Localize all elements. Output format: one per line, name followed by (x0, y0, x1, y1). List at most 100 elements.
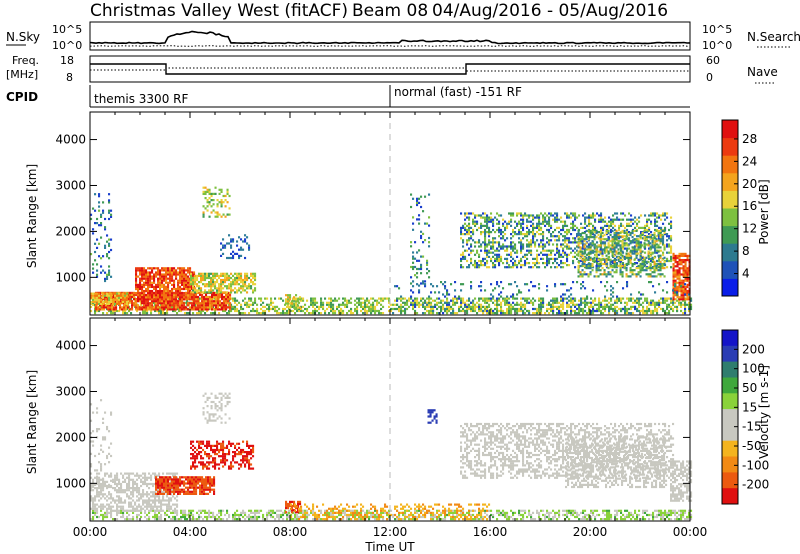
range-cell (577, 238, 580, 241)
range-cell (289, 306, 292, 309)
range-cell (520, 301, 523, 304)
range-cell (625, 244, 628, 247)
range-cell (624, 247, 627, 250)
range-cell (185, 296, 188, 299)
range-cell (173, 285, 176, 288)
range-cell (105, 298, 108, 301)
range-cell (122, 309, 125, 313)
range-cell (159, 290, 162, 293)
range-cell (210, 211, 213, 214)
range-cell (460, 283, 463, 286)
range-cell (225, 308, 228, 311)
range-cell (90, 294, 93, 297)
range-cell (141, 273, 144, 276)
range-cell (582, 214, 585, 217)
range-cell (482, 297, 485, 300)
range-cell (684, 263, 687, 266)
range-cell (460, 299, 463, 302)
range-cell (641, 256, 644, 259)
range-cell (666, 239, 669, 242)
range-cell (402, 301, 405, 304)
range-cell (418, 303, 421, 306)
range-cell (103, 304, 106, 307)
range-cell (157, 269, 160, 272)
range-cell (526, 299, 529, 302)
range-cell (167, 281, 170, 284)
range-cell (320, 297, 323, 300)
range-cell (566, 312, 569, 315)
range-cell (224, 215, 227, 218)
range-cell (633, 229, 636, 232)
range-cell (502, 222, 505, 225)
range-cell (602, 235, 605, 238)
range-cell (666, 299, 669, 302)
range-cell (196, 278, 199, 282)
range-cell (653, 242, 656, 245)
range-cell (175, 275, 178, 278)
range-cell (215, 298, 218, 301)
range-cell (510, 303, 513, 306)
range-cell (220, 283, 223, 286)
range-cell (500, 255, 503, 258)
range-cell (137, 306, 140, 309)
range-cell (524, 212, 527, 215)
range-cell (647, 252, 650, 255)
range-cell (418, 197, 421, 200)
range-cell (597, 250, 600, 253)
range-cell (162, 309, 165, 313)
range-cell (578, 309, 581, 313)
range-cell (646, 231, 649, 234)
range-cell (640, 241, 643, 244)
range-cell (356, 307, 359, 311)
range-cell (599, 258, 602, 261)
range-cell (187, 298, 190, 301)
range-cell (108, 193, 111, 196)
range-cell (558, 218, 561, 221)
range-cell (580, 226, 583, 229)
range-cell (504, 220, 507, 223)
range-cell (181, 294, 184, 297)
range-cell (234, 299, 237, 302)
range-cell (464, 257, 467, 260)
range-cell (558, 264, 561, 267)
range-cell (238, 309, 241, 313)
range-cell (678, 290, 681, 293)
range-cell (628, 297, 631, 300)
range-cell (558, 305, 561, 308)
range-cell (157, 291, 160, 294)
range-cell (597, 269, 600, 272)
range-cell (482, 241, 485, 244)
range-cell (171, 279, 174, 282)
range-cell (627, 262, 630, 266)
range-cell (284, 312, 287, 315)
range-cell (218, 291, 221, 294)
range-cell (238, 256, 241, 260)
range-cell (135, 277, 138, 280)
range-cell (141, 285, 144, 288)
range-cell (198, 312, 201, 315)
range-cell (482, 309, 485, 313)
range-cell (426, 267, 429, 271)
range-cell (611, 229, 614, 232)
range-cell (212, 285, 215, 288)
range-cell (192, 278, 195, 282)
range-cell (682, 269, 685, 272)
range-cell (626, 309, 629, 313)
range-cell (248, 246, 251, 249)
range-cell (136, 309, 139, 313)
range-cell (416, 259, 419, 262)
range-cell (228, 285, 231, 288)
range-cell (252, 309, 255, 313)
range-cell (562, 251, 565, 254)
range-cell (647, 260, 650, 263)
range-cell (492, 309, 495, 313)
range-cell (516, 251, 519, 254)
range-cell (651, 244, 654, 247)
range-cell (414, 274, 417, 277)
range-cell (552, 262, 555, 265)
range-cell (330, 297, 333, 300)
range-cell (360, 301, 363, 304)
range-cell (135, 308, 138, 311)
range-cell (484, 231, 487, 234)
range-cell (116, 300, 119, 303)
